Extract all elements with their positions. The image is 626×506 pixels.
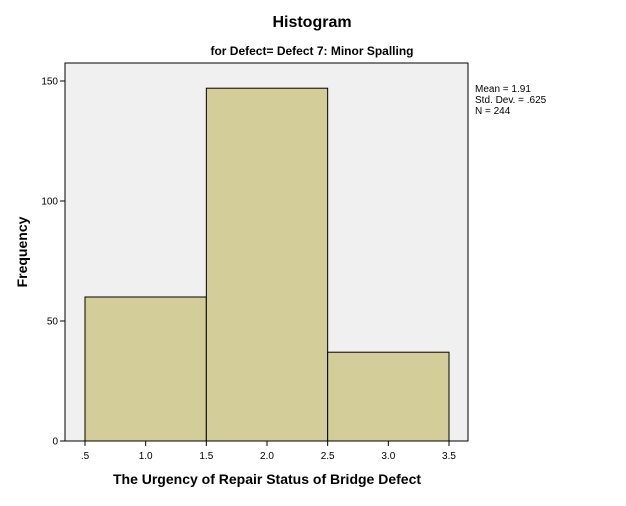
chart-subtitle: for Defect= Defect 7: Minor Spalling: [210, 44, 413, 58]
histogram-bar-3: [327, 351, 450, 442]
x-tick-label: 3.5: [442, 451, 456, 462]
x-axis-title: The Urgency of Repair Status of Bridge D…: [113, 471, 421, 487]
stats-box: Mean = 1.91 Std. Dev. = .625 N = 244: [475, 84, 547, 117]
y-tick-label: 100: [41, 197, 58, 208]
x-tick-label: 2.5: [321, 451, 335, 462]
x-tick-label: 1.5: [199, 451, 213, 462]
bars-layer: [84, 87, 450, 442]
chart-title: Histogram: [272, 14, 351, 31]
y-tick-label: 150: [41, 77, 58, 88]
axes-layer: 0 50 100 150 .5 1.0 1.5 2.0 2.5 3.0 3.5: [41, 63, 468, 462]
histogram-bar-2: [205, 87, 329, 442]
x-tick-label: .5: [81, 451, 90, 462]
x-tick-label: 2.0: [260, 451, 274, 462]
x-tick-label: 3.0: [381, 451, 395, 462]
stat-n: N = 244: [475, 106, 511, 117]
y-tick-label: 0: [52, 437, 58, 448]
y-tick-label: 50: [47, 317, 59, 328]
y-axis-title: Frequency: [14, 216, 30, 287]
histogram-bar-1: [84, 296, 207, 442]
stat-mean: Mean = 1.91: [475, 84, 531, 95]
stat-std-dev: Std. Dev. = .625: [475, 95, 547, 106]
x-tick-label: 1.0: [139, 451, 153, 462]
